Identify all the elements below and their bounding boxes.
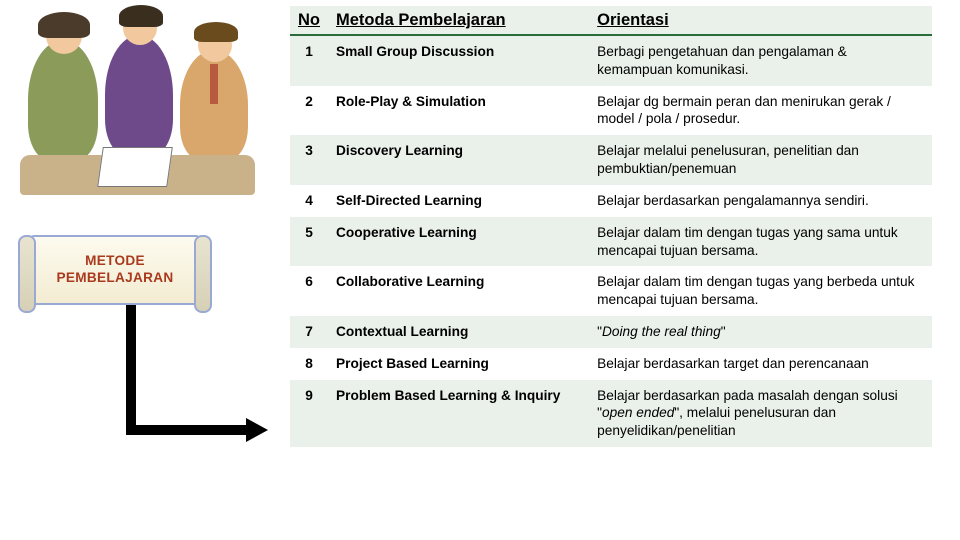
cell-orientasi: Berbagi pengetahuan dan pengalaman & kem… — [589, 35, 932, 86]
person-left — [28, 40, 98, 160]
arrow-connector — [126, 305, 136, 435]
cell-no: 4 — [290, 185, 328, 217]
table-body: 1Small Group DiscussionBerbagi pengetahu… — [290, 35, 932, 447]
cell-no: 6 — [290, 266, 328, 316]
cell-no: 5 — [290, 217, 328, 267]
table-header-row: No Metoda Pembelajaran Orientasi — [290, 6, 932, 35]
table-row: 1Small Group DiscussionBerbagi pengetahu… — [290, 35, 932, 86]
scroll-banner: METODEPEMBELAJARAN — [30, 235, 200, 305]
cell-metoda: Discovery Learning — [328, 135, 589, 185]
cell-orientasi: Belajar melalui penelusuran, penelitian … — [589, 135, 932, 185]
left-column — [20, 25, 270, 195]
cell-metoda: Self-Directed Learning — [328, 185, 589, 217]
cell-no: 9 — [290, 380, 328, 447]
cell-metoda: Collaborative Learning — [328, 266, 589, 316]
cell-metoda: Small Group Discussion — [328, 35, 589, 86]
table-row: 5Cooperative LearningBelajar dalam tim d… — [290, 217, 932, 267]
table-row: 7Contextual Learning"Doing the real thin… — [290, 316, 932, 348]
paper-icon — [97, 147, 173, 187]
cell-orientasi: Belajar dalam tim dengan tugas yang berb… — [589, 266, 932, 316]
cell-orientasi: Belajar dalam tim dengan tugas yang sama… — [589, 217, 932, 267]
person-right — [180, 50, 248, 160]
cell-metoda: Cooperative Learning — [328, 217, 589, 267]
cell-no: 7 — [290, 316, 328, 348]
table-row: 2Role-Play & SimulationBelajar dg bermai… — [290, 86, 932, 136]
cell-no: 2 — [290, 86, 328, 136]
table-row: 6Collaborative LearningBelajar dalam tim… — [290, 266, 932, 316]
person-middle — [105, 35, 173, 155]
table-row: 8Project Based LearningBelajar berdasark… — [290, 348, 932, 380]
cell-metoda: Problem Based Learning & Inquiry — [328, 380, 589, 447]
cell-orientasi: Belajar berdasarkan target dan perencana… — [589, 348, 932, 380]
cell-no: 1 — [290, 35, 328, 86]
table-row: 3Discovery LearningBelajar melalui penel… — [290, 135, 932, 185]
scroll-text: METODEPEMBELAJARAN — [57, 253, 174, 287]
cell-no: 8 — [290, 348, 328, 380]
cell-orientasi: Belajar berdasarkan pengalamannya sendir… — [589, 185, 932, 217]
cell-metoda: Contextual Learning — [328, 316, 589, 348]
table-row: 4Self-Directed LearningBelajar berdasark… — [290, 185, 932, 217]
cell-orientasi: "Doing the real thing" — [589, 316, 932, 348]
cell-metoda: Project Based Learning — [328, 348, 589, 380]
header-metoda: Metoda Pembelajaran — [328, 6, 589, 35]
cell-no: 3 — [290, 135, 328, 185]
header-orientasi: Orientasi — [589, 6, 932, 35]
learning-methods-table: No Metoda Pembelajaran Orientasi 1Small … — [290, 6, 932, 447]
table-row: 9Problem Based Learning & InquiryBelajar… — [290, 380, 932, 447]
cell-metoda: Role-Play & Simulation — [328, 86, 589, 136]
cell-orientasi: Belajar dg bermain peran dan menirukan g… — [589, 86, 932, 136]
meeting-illustration — [20, 25, 260, 195]
cell-orientasi: Belajar berdasarkan pada masalah dengan … — [589, 380, 932, 447]
header-no: No — [290, 6, 328, 35]
